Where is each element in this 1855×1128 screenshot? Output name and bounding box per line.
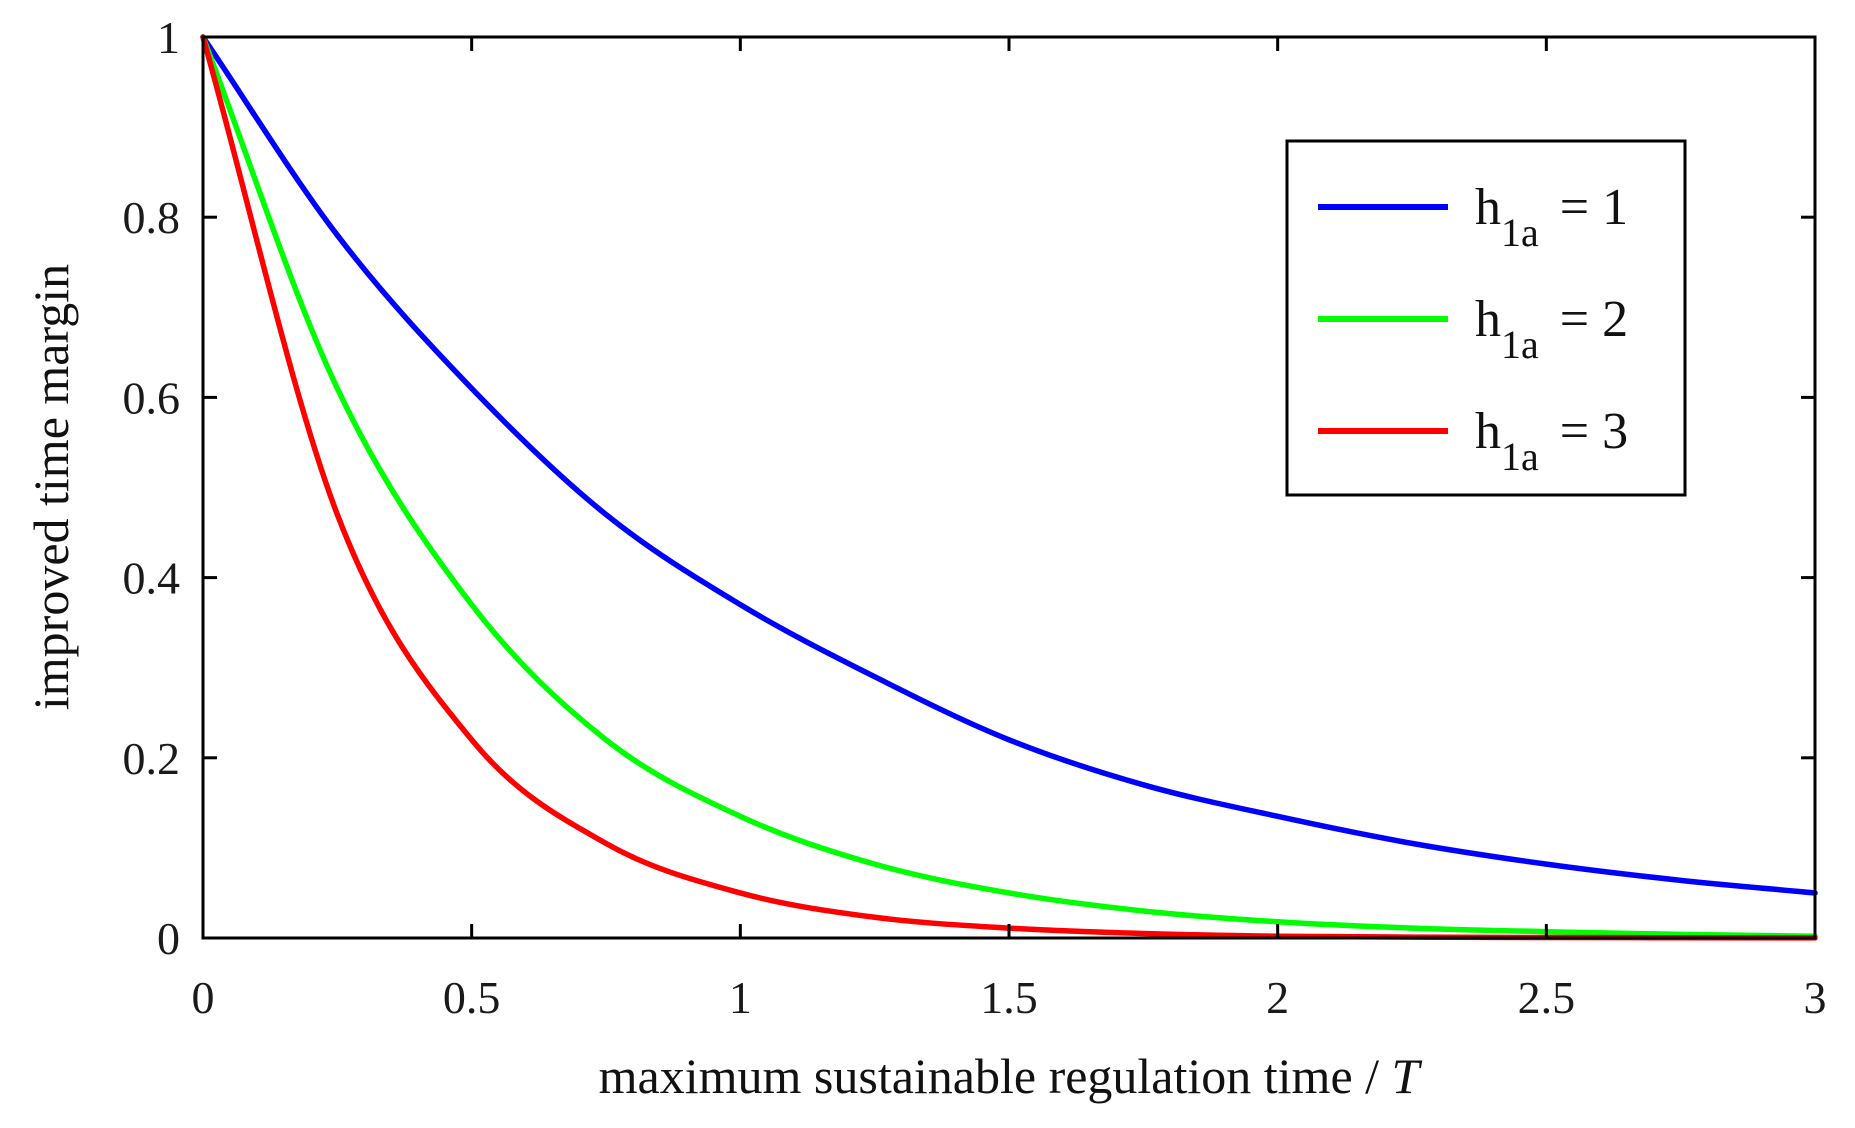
legend: h1a = 1 h1a = 2 h1a = 3 [1285, 139, 1687, 497]
y-tick-label: 0.6 [123, 372, 181, 423]
legend-label-2: h1a = 2 [1475, 291, 1628, 367]
x-tick-label: 0 [192, 972, 215, 1023]
x-axis-label: maximum sustainable regulation time / T [599, 1048, 1423, 1104]
ticks-layer: 0 0.5 1 1.5 2 2.5 3 0 0.2 0.4 0.6 0.8 1 [123, 12, 1827, 1023]
x-tick-label: 2 [1266, 972, 1289, 1023]
x-tick-label: 1 [729, 972, 752, 1023]
y-tick-label: 1 [157, 12, 180, 63]
x-tick-label: 1.5 [980, 972, 1038, 1023]
x-tick-label: 2.5 [1518, 972, 1576, 1023]
y-tick-label: 0.8 [123, 192, 181, 243]
x-tick-label: 3 [1804, 972, 1827, 1023]
legend-label-1: h1a = 1 [1475, 179, 1628, 255]
y-axis-label: improved time margin [23, 264, 79, 710]
series-line-1 [200, 34, 1818, 896]
y-tick-label: 0.4 [123, 553, 181, 604]
series-line-2 [200, 34, 1818, 939]
legend-label-3: h1a = 3 [1475, 403, 1628, 479]
y-tick-label: 0.2 [123, 733, 181, 784]
y-tick-label: 0 [157, 913, 180, 964]
x-tick-label: 0.5 [443, 972, 501, 1023]
